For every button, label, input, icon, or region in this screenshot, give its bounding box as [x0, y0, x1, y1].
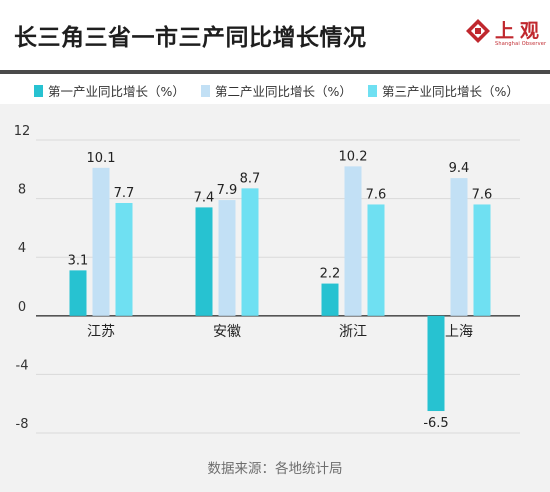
data-label: 9.4 [449, 161, 470, 176]
data-label: 7.9 [217, 183, 238, 198]
data-label: 3.1 [68, 253, 89, 268]
y-tick-label: 4 [18, 241, 26, 256]
data-label: 10.2 [339, 149, 368, 164]
data-source: 数据来源：各地统计局 [0, 460, 550, 492]
y-tick-label: 0 [18, 300, 26, 315]
data-label: -6.5 [423, 416, 448, 431]
publisher-logo: 上观 Shanghai Observer [465, 16, 547, 60]
logo-text: 上观 [495, 20, 546, 42]
legend-label-secondary: 第二产业同比增长（%） [215, 84, 352, 99]
legend: 第一产业同比增长（%） 第二产业同比增长（%） 第三产业同比增长（%） [0, 76, 550, 100]
y-tick-label: 8 [18, 183, 26, 198]
data-label: 10.1 [87, 151, 116, 166]
bar [92, 167, 110, 316]
x-tick-label: 浙江 [339, 324, 367, 340]
legend-label-primary: 第一产业同比增长（%） [48, 84, 185, 99]
logo-mark-icon [466, 19, 490, 43]
legend-item-secondary: 第二产业同比增长（%） [201, 81, 352, 100]
x-tick-label: 安徽 [213, 324, 241, 340]
x-tick-label: 江苏 [87, 324, 115, 340]
bar [218, 200, 236, 316]
bar [321, 283, 339, 316]
legend-swatch-tertiary [368, 85, 377, 97]
bar [473, 204, 491, 316]
y-tick-label: -8 [16, 417, 29, 432]
data-source-text: 数据来源：各地统计局 [207, 461, 343, 477]
legend-label-tertiary: 第三产业同比增长（%） [382, 84, 519, 99]
chart-title: 长三角三省一市三产同比增长情况 [14, 25, 367, 51]
data-label: 8.7 [240, 171, 261, 186]
y-tick-label: 12 [14, 124, 31, 139]
logo-subtitle: Shanghai Observer [495, 41, 547, 47]
legend-swatch-secondary [201, 85, 210, 97]
bar-chart: 12 8 4 0 -4 -8 3.1 7.4 2.2 -6.5 10.1 7.9 10.2 9.4 7.7 8… [14, 124, 520, 434]
header: 长三角三省一市三产同比增长情况 上观 Shanghai Observer [0, 0, 550, 74]
x-tick-label: 上海 [445, 324, 473, 340]
bar [69, 270, 87, 316]
bar [195, 207, 213, 316]
data-label: 2.2 [320, 267, 341, 282]
data-label: 7.6 [472, 187, 493, 202]
data-label: 7.6 [366, 187, 387, 202]
legend-swatch-primary [34, 85, 43, 97]
legend-item-primary: 第一产业同比增长（%） [34, 81, 185, 100]
bar [115, 202, 133, 316]
bar [344, 166, 362, 316]
data-label: 7.7 [114, 186, 135, 201]
data-label: 7.4 [194, 190, 215, 205]
bar [241, 188, 259, 316]
bar [367, 204, 385, 316]
bar [450, 178, 468, 316]
y-tick-label: -4 [16, 358, 29, 373]
legend-item-tertiary: 第三产业同比增长（%） [368, 81, 519, 100]
bar [427, 315, 445, 412]
